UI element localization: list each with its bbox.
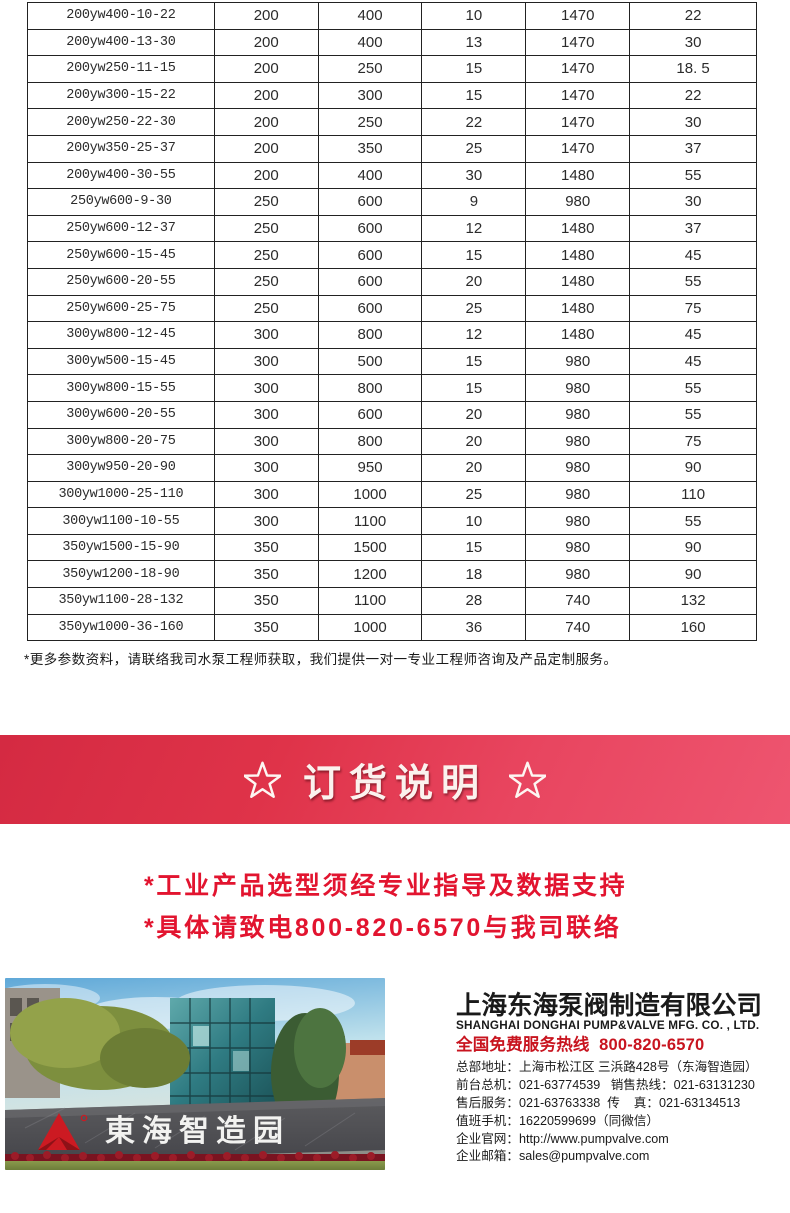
svg-text:東海智造园: 東海智造园 bbox=[105, 1115, 290, 1148]
